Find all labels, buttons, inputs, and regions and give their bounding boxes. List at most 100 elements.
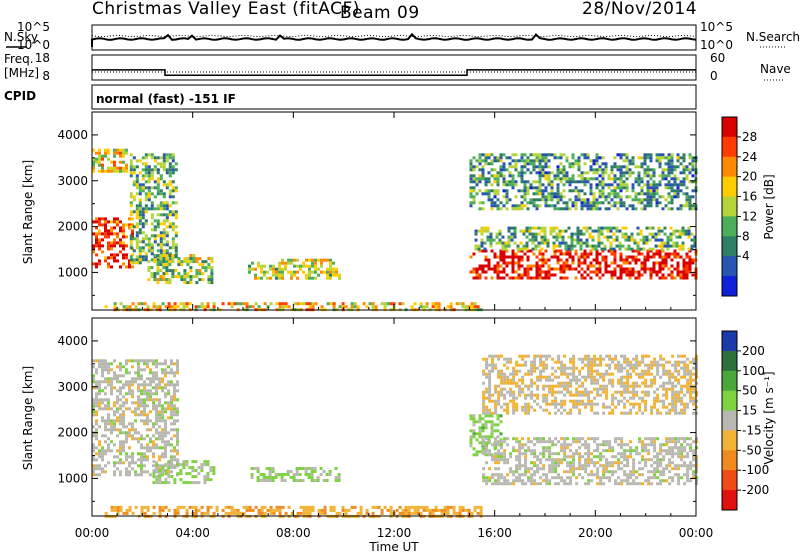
heatmap-cell — [643, 264, 647, 268]
heatmap-cell — [110, 247, 113, 251]
heatmap-cell — [138, 219, 142, 223]
heatmap-cell — [125, 392, 128, 396]
heatmap-cell — [632, 467, 636, 471]
heatmap-cell — [619, 153, 623, 157]
heatmap-cell — [95, 404, 98, 408]
heatmap-cell — [92, 169, 95, 173]
heatmap-cell — [95, 157, 98, 161]
heatmap-cell — [159, 189, 163, 193]
heatmap-cell — [559, 198, 563, 202]
heatmap-cell — [566, 390, 570, 394]
heatmap-cell — [636, 241, 640, 245]
heatmap-cell — [92, 244, 95, 248]
heatmap-cell — [101, 401, 104, 405]
heatmap-cell — [523, 267, 527, 271]
heatmap-cell — [206, 511, 210, 515]
heatmap-cell — [540, 238, 544, 242]
heatmap-cell — [131, 253, 134, 257]
heatmap-cell — [104, 148, 107, 152]
heatmap-cell — [520, 204, 524, 208]
heatmap-cell — [173, 392, 176, 396]
heatmap-cell — [557, 464, 561, 468]
heatmap-cell — [380, 508, 384, 512]
heatmap-cell — [497, 369, 501, 373]
heatmap-cell — [484, 183, 488, 187]
heatmap-cell — [493, 180, 497, 184]
heatmap-cell — [487, 261, 491, 265]
heatmap-cell — [559, 267, 563, 271]
heatmap-cell — [604, 165, 608, 169]
heatmap-cell — [110, 368, 113, 372]
heatmap-cell — [640, 273, 644, 277]
heatmap-cell — [583, 201, 587, 205]
heatmap-cell — [143, 407, 146, 411]
heatmap-cell — [113, 377, 116, 381]
heatmap-cell — [584, 387, 588, 391]
heatmap-cell — [493, 423, 497, 427]
heatmap-cell — [590, 461, 594, 465]
heatmap-cell — [104, 404, 107, 408]
heatmap-cell — [500, 393, 504, 397]
heatmap-cell — [135, 216, 139, 220]
heatmap-cell — [538, 153, 542, 157]
heatmap-cell — [671, 455, 675, 459]
heatmap-cell — [677, 455, 681, 459]
heatmap-cell — [602, 470, 606, 474]
heatmap-cell — [128, 446, 131, 450]
heatmap-cell — [608, 476, 612, 480]
heatmap-cell — [155, 410, 158, 414]
heatmap-cell — [107, 235, 110, 239]
heatmap-cell — [512, 408, 516, 412]
heatmap-cell — [512, 399, 516, 403]
heatmap-cell — [685, 186, 689, 190]
heatmap-cell — [595, 261, 599, 265]
heatmap-cell — [212, 472, 216, 476]
heatmap-cell — [272, 511, 276, 515]
heatmap-cell — [574, 159, 578, 163]
heatmap-cell — [113, 386, 116, 390]
heatmap-cell — [314, 270, 317, 274]
heatmap-cell — [638, 405, 642, 409]
heatmap-cell — [572, 375, 576, 379]
heatmap-cell — [125, 256, 128, 260]
heatmap-cell — [607, 207, 611, 211]
heatmap-cell — [596, 381, 600, 385]
heatmap-cell — [475, 432, 479, 436]
heatmap-cell — [515, 405, 519, 409]
heatmap-cell — [569, 464, 573, 468]
heatmap-cell — [584, 363, 588, 367]
heatmap-cell — [566, 461, 570, 465]
heatmap-cell — [129, 171, 133, 175]
heatmap-cell — [579, 241, 583, 245]
heatmap-cell — [560, 402, 564, 406]
heatmap-cell — [524, 464, 528, 468]
heatmap-cell — [673, 180, 677, 184]
heatmap-cell — [162, 260, 166, 264]
heatmap-cell — [583, 198, 587, 202]
heatmap-cell — [483, 229, 487, 233]
heatmap-cell — [538, 168, 542, 172]
heatmap-cell — [604, 267, 608, 271]
heatmap-cell — [520, 171, 524, 175]
heatmap-cell — [535, 273, 539, 277]
heatmap-cell — [239, 511, 243, 515]
heatmap-cell — [598, 261, 602, 265]
heatmap-cell — [590, 470, 594, 474]
heatmap-cell — [541, 153, 545, 157]
heatmap-cell — [593, 363, 597, 367]
heatmap-cell — [310, 470, 314, 473]
heatmap-cell — [645, 226, 649, 230]
heatmap-cell — [140, 377, 143, 381]
heatmap-cell — [104, 419, 107, 423]
heatmap-cell — [599, 387, 603, 391]
heatmap-cell — [643, 258, 647, 262]
heatmap-cell — [518, 464, 522, 468]
heatmap-cell — [564, 229, 568, 233]
heatmap-cell — [630, 238, 634, 242]
heatmap-cell — [165, 216, 169, 220]
heatmap-cell — [587, 458, 591, 462]
heatmap-cell — [176, 505, 180, 509]
heatmap-cell — [158, 425, 161, 429]
heatmap-cell — [104, 452, 107, 456]
heatmap-cell — [320, 258, 323, 262]
